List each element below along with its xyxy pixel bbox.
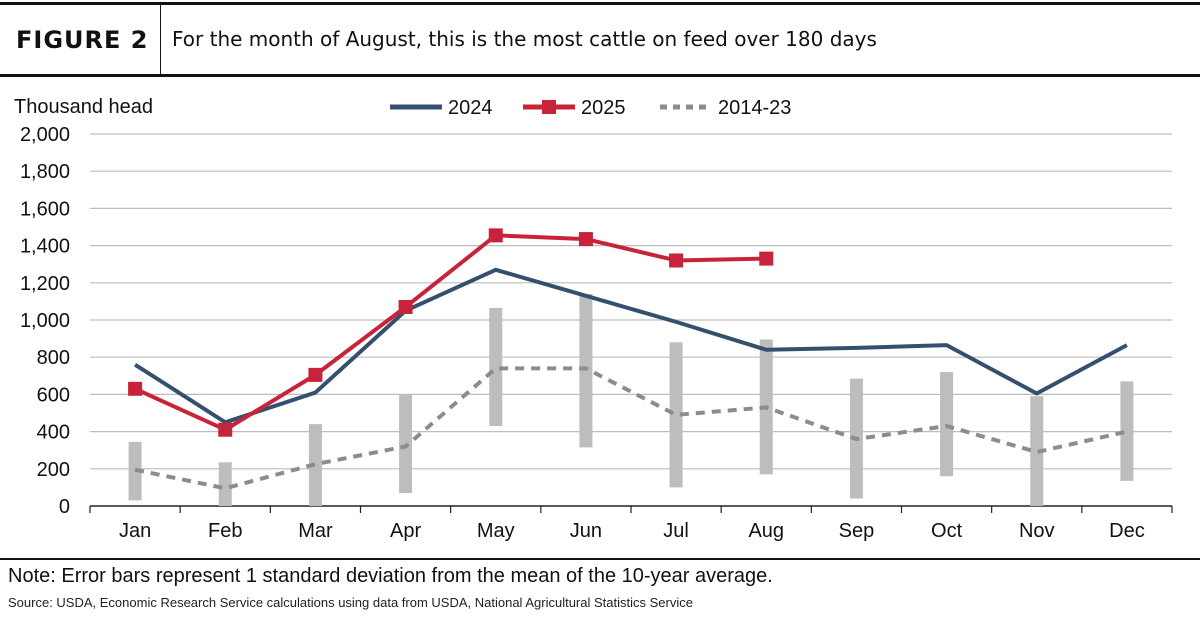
y-axis-label: Thousand head [14,96,153,118]
error-bar [218,462,232,506]
error-bar [1030,396,1044,506]
figure-header: FIGURE 2 For the month of August, this i… [0,0,1200,77]
series-2025-marker [578,232,593,247]
line-chart: 0 200 400 600 800 1,000 1,200 1,400 1,600 1,800 2,… [14,96,1173,542]
x-tick-label: Jun [570,520,602,542]
error-bar [669,342,683,488]
x-tick-label: Aug [748,520,784,542]
figure-title: For the month of August, this is the mos… [172,27,877,51]
header-divider [160,5,161,74]
chart-note: Note: Error bars represent 1 standard de… [8,565,773,587]
chart-source: Source: USDA, Economic Research Service … [8,595,693,610]
x-tick-label: May [477,520,515,542]
series-2025-marker [308,367,323,382]
x-tick-label: Jan [119,520,151,542]
error-bar [308,424,322,506]
y-tick-label: 1,600 [20,198,70,220]
error-bar [399,394,413,493]
header-bottom-rule [0,74,1200,77]
x-tick-label: Nov [1019,520,1055,542]
series-2025-line [134,233,767,432]
error-bar [489,307,503,427]
y-tick-label: 2,000 [20,124,70,146]
legend: 2024 2025 2014-23 [390,97,791,119]
x-tick-label: Apr [390,520,421,542]
series-2025-marker [128,381,143,396]
y-tick-label: 200 [37,459,70,481]
y-tick-label: 1,800 [20,161,70,183]
legend-marker [542,100,556,114]
x-tick-label: Sep [839,520,875,542]
series-2024-line [134,267,1128,425]
x-tick-label: Jul [663,520,689,542]
series-lines [128,228,1128,491]
series-2014-23-line [134,366,1128,491]
error-bars [128,293,1134,506]
y-tick-label: 0 [59,496,70,518]
series-2025-marker [759,251,774,266]
series-2025-marker [669,253,684,268]
y-tick-label: 1,000 [20,310,70,332]
y-tick-label: 1,200 [20,273,70,295]
x-axis-ticks: Jan Feb Mar Apr May Jun Jul Aug Sep Oct Nov Dec [89,506,1173,542]
legend-label: 2025 [581,97,626,119]
x-tick-label: Mar [298,520,333,542]
series-2025-marker [488,228,503,243]
error-bar [579,293,593,448]
y-tick-label: 1,400 [20,236,70,258]
legend-label: 2024 [448,97,493,119]
x-tick-label: Dec [1109,520,1145,542]
header-top-rule [0,2,1200,5]
x-tick-label: Feb [208,520,242,542]
x-tick-label: Oct [931,520,963,542]
legend-label: 2014-23 [718,97,791,119]
y-tick-label: 800 [37,347,70,369]
y-tick-label: 400 [37,422,70,444]
series-2025-marker [398,299,413,314]
series-2025-marker [218,422,233,437]
footer-rule [0,558,1200,560]
error-bar [1120,381,1134,481]
y-axis-ticks: 0 200 400 600 800 1,000 1,200 1,400 1,600 1,800 2,… [20,124,70,518]
y-tick-label: 600 [37,384,70,406]
figure-label: FIGURE 2 [16,26,149,54]
gridlines [90,133,1172,507]
